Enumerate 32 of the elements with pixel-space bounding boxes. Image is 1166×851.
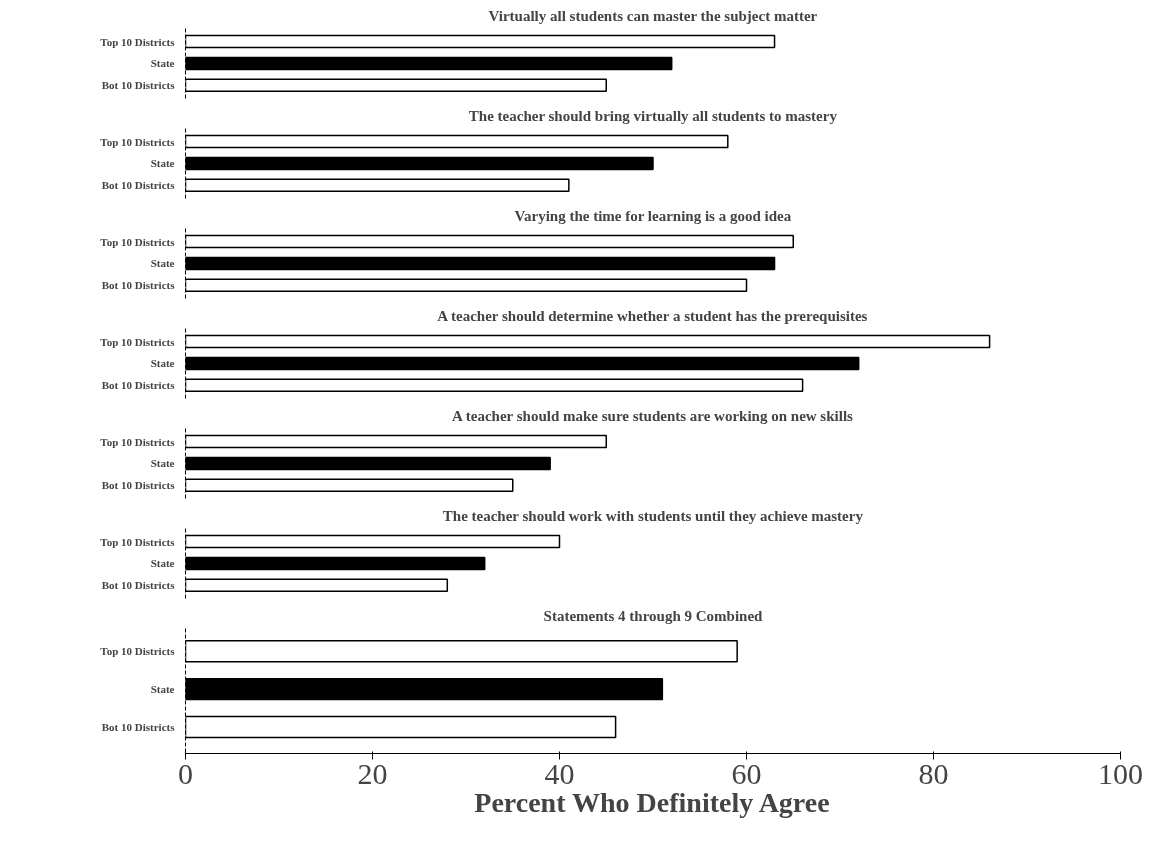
y-tick-label: State <box>150 557 175 570</box>
y-tick-label: Bot 10 Districts <box>101 179 176 192</box>
chart-title: Statements 4 through 9 Combined <box>543 607 764 624</box>
y-tick-label: Top 10 Districts <box>100 435 176 448</box>
y-tick-label: Bot 10 Districts <box>101 479 176 492</box>
x-tick-label: 100 <box>1098 756 1143 790</box>
y-tick-label: Top 10 Districts <box>100 645 176 658</box>
y-tick-label: Top 10 Districts <box>100 335 176 348</box>
x-tick-label: 20 <box>357 756 388 790</box>
chart-title: The teacher should work with students until they achieve mastery <box>442 507 864 524</box>
y-tick-label: Bot 10 Districts <box>101 720 176 733</box>
chart-title: A teacher should determine whether a student has the prerequisites <box>437 307 868 324</box>
y-tick-label: State <box>150 357 175 370</box>
chart-title: Varying the time for learning is a good idea <box>514 207 792 224</box>
y-tick-label: Top 10 Districts <box>100 535 176 548</box>
y-tick-label: Top 10 Districts <box>100 235 176 248</box>
y-tick-label: Top 10 Districts <box>100 135 176 148</box>
y-tick-label: Bot 10 Districts <box>101 579 176 592</box>
y-tick-label: Bot 10 Districts <box>101 279 176 292</box>
y-tick-label: Bot 10 Districts <box>101 79 176 92</box>
y-tick-label: State <box>150 683 175 696</box>
chart-title: Virtually all students can master the subject matter <box>488 7 818 24</box>
y-tick-label: Bot 10 Districts <box>101 379 176 392</box>
chart-title: The teacher should bring virtually all students to mastery <box>468 107 838 124</box>
y-tick-label: State <box>150 57 175 70</box>
x-tick-label: 0 <box>178 756 193 790</box>
x-tick-label: 80 <box>918 756 949 790</box>
y-tick-label: State <box>150 457 175 470</box>
chart-title: A teacher should make sure students are working on new skills <box>452 407 854 424</box>
y-tick-label: Top 10 Districts <box>100 35 176 48</box>
y-tick-label: State <box>150 257 175 270</box>
y-tick-label: State <box>150 157 175 170</box>
